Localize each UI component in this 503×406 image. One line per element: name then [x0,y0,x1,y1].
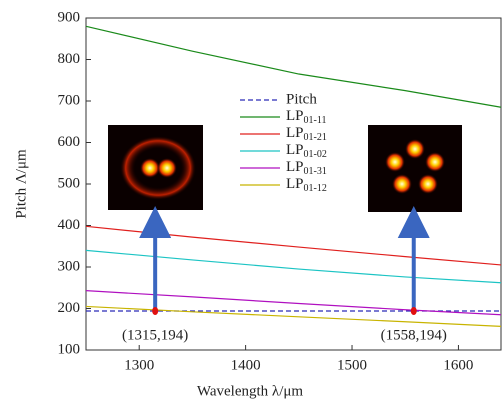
point [410,306,417,315]
series-line [85,290,502,316]
series-line [85,249,502,284]
x-axis-label: Wavelength λ/μm [197,383,303,399]
point-label: (1315,194) [122,327,188,343]
y-tick-label: 700 [58,92,81,108]
y-tick-label: 400 [58,217,81,233]
mode-image-left [108,125,203,210]
point-label: (1558,194) [381,327,447,343]
y-tick-label: 900 [58,9,81,25]
series-line [85,225,502,266]
y-tick-label: 500 [58,175,81,191]
y-tick-label: 300 [58,258,81,274]
mode-image-right [368,125,462,212]
point [152,306,159,315]
legend-label: LP01-12 [286,176,327,194]
x-tick-label: 1400 [231,357,261,373]
legend-label: LP01-02 [286,142,327,160]
series-line [85,305,502,327]
y-tick-label: 800 [58,51,81,67]
series-line [85,25,502,108]
x-tick-label: 1600 [443,357,473,373]
y-axis-label: Pitch Λ/μm [13,149,29,219]
y-tick-label: 200 [58,300,81,316]
legend-label: LP01-11 [286,108,326,126]
x-tick-label: 1500 [337,357,367,373]
legend-label: LP01-31 [286,159,327,177]
x-tick-label: 1300 [124,357,154,373]
y-tick-label: 100 [58,341,81,357]
legend-label: Pitch [286,91,317,107]
y-tick-label: 600 [58,134,81,150]
legend-label: LP01-21 [286,125,327,143]
